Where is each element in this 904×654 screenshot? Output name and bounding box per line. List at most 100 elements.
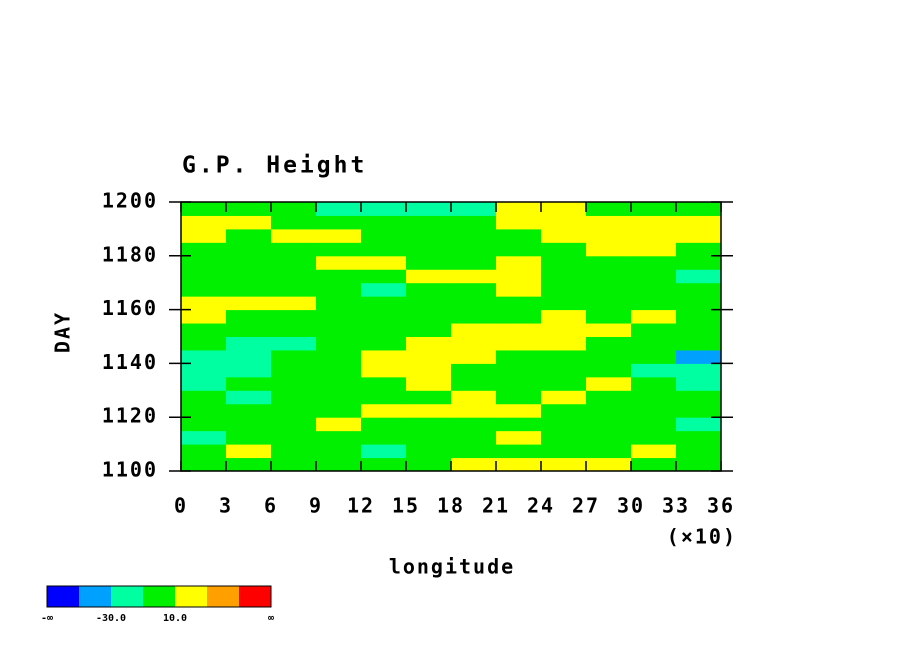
cell <box>541 417 587 432</box>
cell <box>676 457 722 472</box>
cell <box>271 228 317 243</box>
cell <box>406 323 452 337</box>
cell <box>676 269 722 284</box>
cell <box>451 390 497 405</box>
cell <box>541 336 587 351</box>
cell <box>496 349 542 364</box>
cell <box>316 349 362 364</box>
cell <box>631 376 677 391</box>
cell <box>631 363 677 378</box>
cell <box>406 457 452 472</box>
cell <box>181 376 227 391</box>
cell <box>676 242 722 257</box>
cell <box>451 363 497 378</box>
cell <box>496 202 542 216</box>
cell <box>676 255 722 270</box>
cell <box>541 430 587 445</box>
cell <box>406 444 452 459</box>
cell <box>181 215 227 230</box>
y-tick-label: 1200 <box>102 189 158 213</box>
x-tick-label: 21 <box>482 494 510 518</box>
cell <box>451 457 497 472</box>
cell <box>676 417 722 432</box>
cell <box>631 242 677 257</box>
cell <box>271 349 317 364</box>
cell <box>181 309 227 324</box>
cell <box>496 309 542 324</box>
cell <box>406 376 452 391</box>
cell <box>586 255 632 270</box>
cell <box>406 202 452 216</box>
cell <box>676 309 722 324</box>
cell <box>451 349 497 364</box>
cell <box>316 336 362 351</box>
cell <box>271 296 317 311</box>
cell <box>181 390 227 405</box>
cell <box>586 242 632 257</box>
cell <box>226 269 272 284</box>
cell <box>226 282 272 297</box>
cell <box>541 269 587 284</box>
cell <box>226 336 272 351</box>
cell <box>181 202 227 216</box>
cell <box>586 336 632 351</box>
cell <box>181 417 227 432</box>
cell <box>271 215 317 230</box>
cell <box>316 430 362 445</box>
cell <box>451 296 497 311</box>
cell <box>406 269 452 284</box>
cell <box>361 430 407 445</box>
cell <box>361 349 407 364</box>
cell <box>361 242 407 257</box>
cell <box>631 390 677 405</box>
cell <box>361 215 407 230</box>
cell <box>496 282 542 297</box>
x-tick-label: 18 <box>437 494 465 518</box>
cell <box>496 417 542 432</box>
cell <box>316 242 362 257</box>
y-tick-label: 1120 <box>102 404 158 428</box>
cell <box>496 430 542 445</box>
cell <box>361 202 407 216</box>
cell <box>271 457 317 472</box>
x-tick-label: 12 <box>347 494 375 518</box>
cell <box>631 417 677 432</box>
cell <box>451 336 497 351</box>
cell <box>271 376 317 391</box>
x-tick-label: 33 <box>662 494 690 518</box>
cell <box>316 202 362 216</box>
colorbar-swatch <box>47 586 79 607</box>
cell <box>361 296 407 311</box>
cell <box>631 296 677 311</box>
cell <box>361 282 407 297</box>
cell <box>451 323 497 337</box>
cell <box>676 363 722 378</box>
cell <box>676 323 722 337</box>
cell <box>541 242 587 257</box>
colorbar-swatch <box>239 586 271 607</box>
cell <box>496 269 542 284</box>
cell <box>586 215 632 230</box>
cell <box>361 417 407 432</box>
cell <box>181 282 227 297</box>
cell <box>451 417 497 432</box>
cell <box>361 376 407 391</box>
cell <box>496 296 542 311</box>
cell <box>541 296 587 311</box>
cell <box>361 323 407 337</box>
cell <box>406 363 452 378</box>
cell <box>406 296 452 311</box>
cell <box>226 430 272 445</box>
cell <box>496 376 542 391</box>
cell <box>676 282 722 297</box>
cell <box>541 228 587 243</box>
colorbar-label: ∞ <box>268 613 274 624</box>
cell <box>271 336 317 351</box>
cell <box>586 417 632 432</box>
cell <box>361 457 407 472</box>
cell <box>541 457 587 472</box>
cell <box>316 269 362 284</box>
colorbar-label: -∞ <box>41 613 53 624</box>
cell <box>361 403 407 418</box>
cell <box>496 457 542 472</box>
